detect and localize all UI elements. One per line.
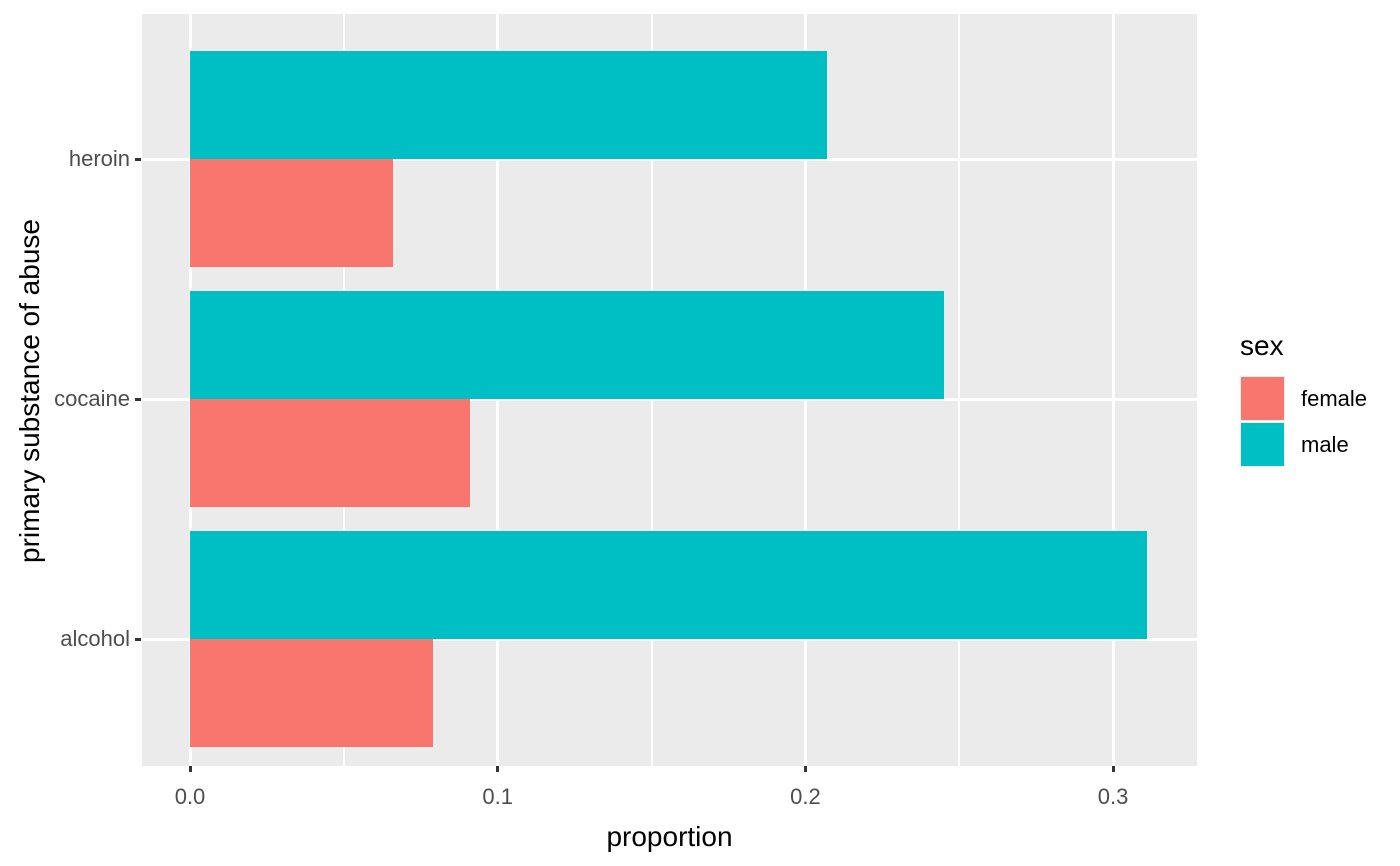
y-tick-alcohol — [135, 637, 141, 641]
x-tick-0.2 — [803, 766, 807, 772]
major-gridline-y-heroin — [142, 157, 1197, 161]
x-tick-0.3 — [1111, 766, 1115, 772]
bar-heroin-male — [190, 51, 827, 159]
x-axis-title: proportion — [606, 821, 733, 852]
legend-key-male — [1240, 422, 1285, 467]
y-tick-cocaine — [135, 397, 141, 401]
x-tick-0.1 — [496, 766, 500, 772]
legend-key-female — [1240, 376, 1285, 421]
major-gridline-y-cocaine — [142, 397, 1197, 401]
minor-gridline-x-0.25 — [958, 14, 961, 766]
major-gridline-x-0.3 — [1111, 14, 1115, 766]
y-axis-title: primary substance of abuse — [14, 219, 45, 563]
legend-entry-male: male — [1240, 422, 1367, 467]
bar-alcohol-female — [190, 639, 434, 747]
legend: sex female male — [1240, 330, 1367, 468]
bar-cocaine-male — [190, 291, 944, 399]
legend-entry-female: female — [1240, 376, 1367, 421]
x-tick-label-0: 0.0 — [174, 784, 206, 809]
legend-label-female: female — [1301, 385, 1368, 411]
x-tick-0 — [188, 766, 192, 772]
y-tick-label-alcohol: alcohol — [60, 626, 130, 651]
bar-heroin-female — [190, 159, 394, 267]
legend-entries: female male — [1240, 376, 1367, 467]
legend-label-male: male — [1301, 431, 1349, 457]
bar-cocaine-female — [190, 399, 470, 507]
y-tick-heroin — [135, 157, 141, 161]
legend-title: sex — [1240, 330, 1284, 361]
x-tick-label-0.2: 0.2 — [790, 784, 821, 809]
x-tick-label-0.1: 0.1 — [482, 784, 513, 809]
y-tick-label-heroin: heroin — [68, 146, 130, 171]
major-gridline-y-alcohol — [142, 637, 1197, 641]
y-tick-label-cocaine: cocaine — [54, 386, 130, 411]
plot-panel: 0.0 0.1 0.2 0.3 heroin cocaine alcohol — [54, 14, 1197, 809]
bar-alcohol-male — [190, 531, 1147, 639]
x-tick-label-0.3: 0.3 — [1097, 784, 1129, 809]
